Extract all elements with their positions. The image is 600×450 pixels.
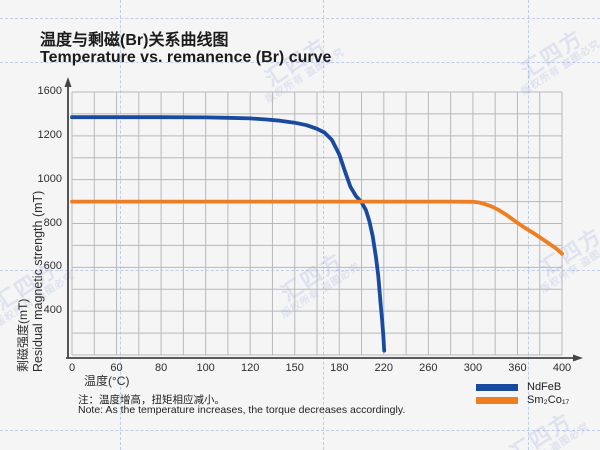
x-axis-title: 温度(°C): [84, 374, 130, 388]
x-tick-label: 360: [508, 362, 527, 374]
x-tick-label: 260: [419, 362, 438, 374]
x-tick-label: 180: [330, 362, 349, 374]
x-axis-arrow: [573, 354, 583, 362]
y-tick-label: 1000: [37, 172, 62, 185]
y-axis-arrow: [64, 77, 72, 87]
x-tick-label: 80: [154, 362, 168, 374]
note-zh: 注：温度增高，扭矩相应减小。: [78, 394, 225, 406]
chart-title-zh: 温度与剩磁(Br)关系曲线图: [40, 32, 229, 49]
chart-title-en: Temperature vs. remanence (Br) curve: [40, 49, 332, 66]
x-tick-label: 60: [110, 362, 123, 374]
sm2co17-color-swatch: [476, 397, 518, 404]
legend-item-ndfeb: NdFeB: [476, 381, 569, 394]
smco-curve: [70, 199, 564, 256]
y-tick-label: 400: [43, 304, 62, 317]
x-tick-label: 400: [552, 362, 572, 374]
legend-item-sm2co17: Sm₂Co₁₇: [476, 394, 569, 407]
x-tick-label: 0: [68, 362, 76, 374]
y-tick-label: 600: [43, 260, 62, 273]
legend-label-ndfeb: NdFeB: [527, 381, 562, 393]
ndfeb-curve: [70, 115, 387, 353]
y-tick-label: 1600: [37, 85, 62, 97]
x-tick-label: 100: [196, 362, 215, 374]
y-tick-label: 1200: [37, 128, 62, 141]
note-en: Note: As the temperature increases, the …: [78, 404, 406, 416]
x-tick-label: 120: [240, 362, 260, 374]
ndfeb-color-swatch: [476, 384, 518, 391]
chart-legend: NdFeB Sm₂Co₁₇: [476, 381, 569, 407]
x-tick-label: 150: [285, 362, 304, 374]
y-tick-label: 800: [43, 216, 62, 229]
x-tick-label: 220: [374, 362, 393, 374]
legend-label-sm2co17: Sm₂Co₁₇: [527, 394, 570, 406]
x-tick-label: 300: [463, 362, 483, 374]
